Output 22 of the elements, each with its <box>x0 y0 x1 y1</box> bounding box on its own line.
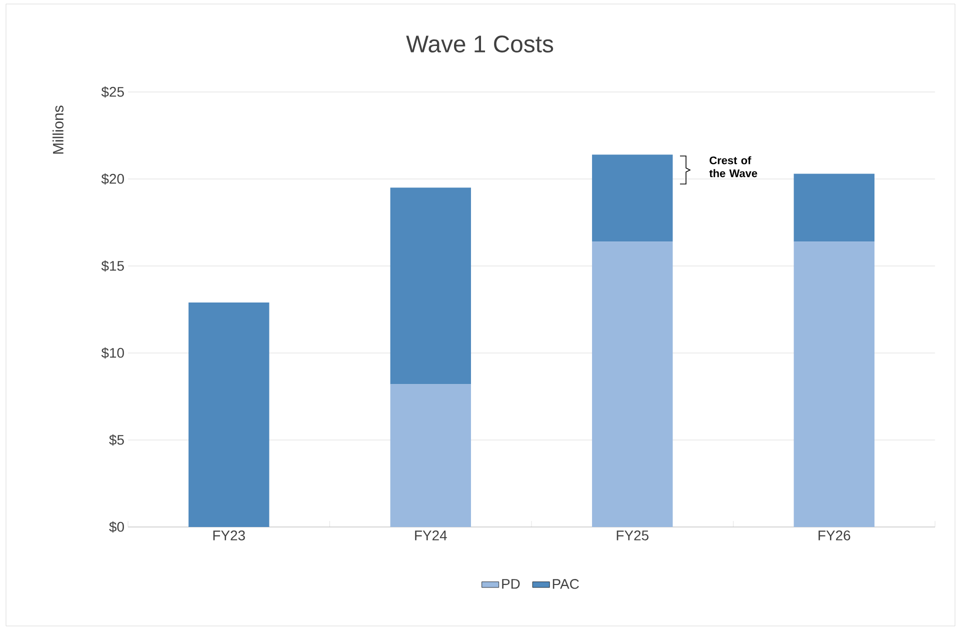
x-tick-label: FY25 <box>616 530 648 540</box>
y-tick-label: $25 <box>101 86 124 98</box>
y-tick-label: $10 <box>101 347 124 359</box>
bar <box>794 242 874 527</box>
annotation: Crest of the Wave <box>709 156 758 178</box>
bar <box>390 384 471 527</box>
legend-label: PAC <box>552 579 579 589</box>
bar <box>794 174 874 242</box>
bar <box>390 188 471 384</box>
y-tick-label: $15 <box>101 260 124 272</box>
legend-label: PD <box>502 579 520 589</box>
bar <box>592 154 673 242</box>
x-tick-label: FY24 <box>415 530 447 540</box>
y-tick-label: $0 <box>109 521 124 533</box>
y-axis-title: Millions <box>52 106 64 154</box>
x-tick-label: FY23 <box>213 530 245 540</box>
chart-title: Wave 1 Costs <box>406 36 554 52</box>
x-tick-label: FY26 <box>818 530 850 540</box>
y-tick-label: $5 <box>109 434 124 446</box>
y-tick-label: $20 <box>101 173 124 185</box>
bar <box>592 242 673 527</box>
bar <box>188 302 270 527</box>
